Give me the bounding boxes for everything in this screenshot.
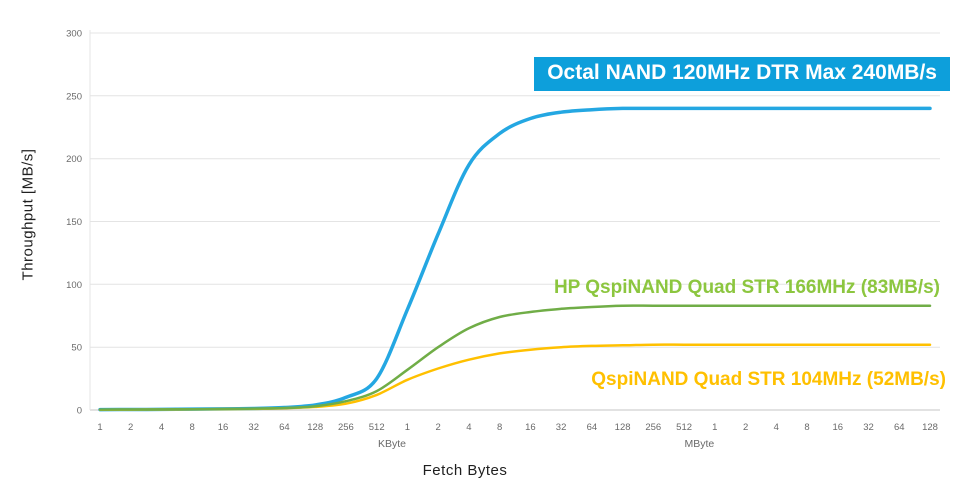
y-tick-label: 50 [71, 343, 82, 354]
x-tick-label: 128 [307, 422, 323, 433]
x-tick-label: 2 [435, 422, 440, 433]
x-tick-label: 128 [922, 422, 938, 433]
x-tick-label: 256 [645, 422, 661, 433]
x-tick-label: 8 [804, 422, 809, 433]
x-axis-title: Fetch Bytes [422, 462, 508, 479]
x-tick-label: 256 [338, 422, 354, 433]
y-tick-label: 150 [66, 217, 82, 228]
x-tick-label: 512 [369, 422, 385, 433]
series-label-qspinand: QspiNAND Quad STR 104MHz (52MB/s) [591, 369, 946, 390]
series-label-octal-nand: Octal NAND 120MHz DTR Max 240MB/s [534, 57, 950, 91]
x-tick-label: 16 [525, 422, 536, 433]
y-tick-label: 250 [66, 91, 82, 102]
x-tick-label: 1 [405, 422, 410, 433]
x-tick-label: 2 [743, 422, 748, 433]
x-tick-label: 512 [676, 422, 692, 433]
x-unit-label: MByte [685, 438, 715, 450]
x-tick-label: 16 [833, 422, 844, 433]
x-tick-label: 1 [97, 422, 102, 433]
y-tick-label: 100 [66, 280, 82, 291]
x-tick-label: 1 [712, 422, 717, 433]
y-tick-label: 200 [66, 154, 82, 165]
x-tick-label: 8 [190, 422, 195, 433]
x-tick-label: 2 [128, 422, 133, 433]
x-tick-label: 8 [497, 422, 502, 433]
y-tick-label: 0 [77, 406, 82, 417]
x-tick-label: 32 [863, 422, 874, 433]
series-line-octal-nand [98, 106, 932, 412]
y-axis-title: Throughput [MB/s] [19, 148, 37, 281]
x-tick-label: 16 [218, 422, 229, 433]
x-tick-label: 32 [248, 422, 259, 433]
x-tick-label: 4 [466, 422, 471, 433]
x-tick-label: 4 [774, 422, 779, 433]
x-tick-label: 64 [279, 422, 290, 433]
x-unit-label: KByte [378, 438, 406, 450]
x-tick-label: 128 [615, 422, 631, 433]
x-tick-label: 32 [556, 422, 567, 433]
x-tick-label: 64 [587, 422, 598, 433]
series-label-hp-qspinand: HP QspiNAND Quad STR 166MHz (83MB/s) [553, 277, 940, 298]
x-tick-label: 64 [894, 422, 905, 433]
x-tick-label: 4 [159, 422, 164, 433]
series-line-hp-qspinand [98, 304, 932, 411]
y-tick-label: 300 [66, 29, 82, 40]
